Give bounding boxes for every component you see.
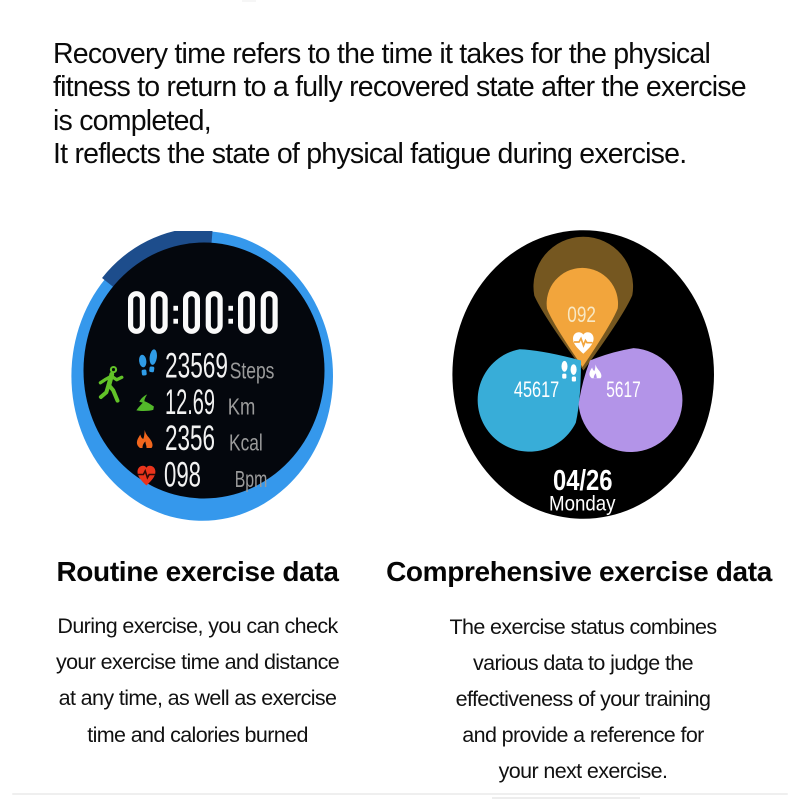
svg-text:Monday: Monday [549, 491, 616, 516]
svg-text:Steps: Steps [230, 357, 275, 383]
svg-text:Kcal: Kcal [229, 429, 263, 455]
svg-text:Bpm: Bpm [235, 466, 268, 492]
svg-text:04/26: 04/26 [553, 465, 613, 497]
svg-text:12.69: 12.69 [165, 381, 215, 421]
svg-text:098: 098 [164, 454, 201, 494]
svg-text:5617: 5617 [606, 377, 640, 402]
svg-text:092: 092 [567, 302, 596, 327]
svg-text:Km: Km [228, 393, 256, 419]
svg-text:45617: 45617 [513, 377, 558, 402]
svg-text:23569: 23569 [165, 345, 228, 385]
svg-text:2356: 2356 [165, 418, 215, 458]
